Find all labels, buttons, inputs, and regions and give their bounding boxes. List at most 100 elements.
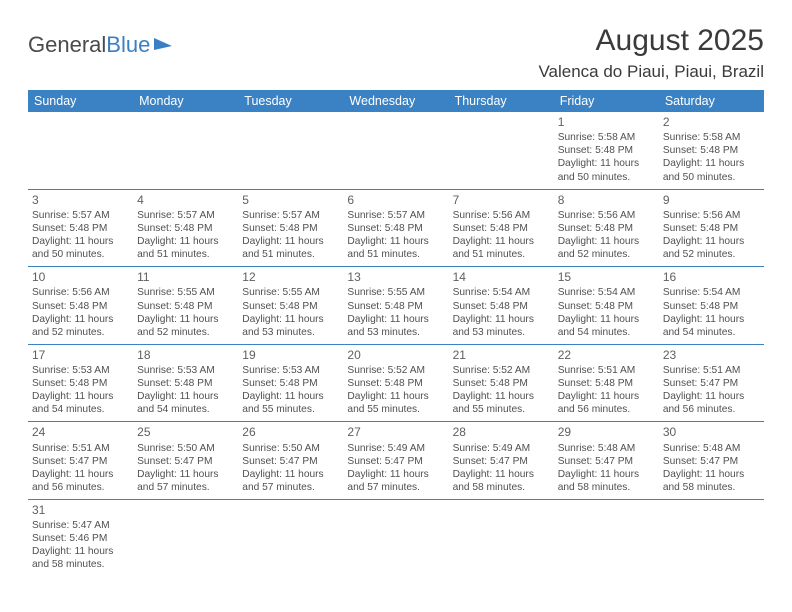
daylight-line: Daylight: 11 hours and 53 minutes. — [453, 313, 550, 339]
sunrise-line: Sunrise: 5:49 AM — [347, 442, 444, 455]
daylight-line: Daylight: 11 hours and 54 minutes. — [663, 313, 760, 339]
calendar-cell — [449, 499, 554, 576]
logo: GeneralBlue — [28, 32, 176, 58]
day-number: 11 — [137, 270, 234, 285]
day-number: 2 — [663, 115, 760, 130]
sunrise-line: Sunrise: 5:54 AM — [558, 286, 655, 299]
day-number: 17 — [32, 348, 129, 363]
day-number: 14 — [453, 270, 550, 285]
calendar-cell: 11Sunrise: 5:55 AMSunset: 5:48 PMDayligh… — [133, 267, 238, 345]
sunrise-line: Sunrise: 5:57 AM — [32, 209, 129, 222]
daylight-line: Daylight: 11 hours and 57 minutes. — [137, 468, 234, 494]
sunrise-line: Sunrise: 5:49 AM — [453, 442, 550, 455]
day-number: 16 — [663, 270, 760, 285]
daylight-line: Daylight: 11 hours and 55 minutes. — [242, 390, 339, 416]
sunrise-line: Sunrise: 5:47 AM — [32, 519, 129, 532]
sunrise-line: Sunrise: 5:56 AM — [32, 286, 129, 299]
sunrise-line: Sunrise: 5:56 AM — [453, 209, 550, 222]
daylight-line: Daylight: 11 hours and 51 minutes. — [137, 235, 234, 261]
calendar-cell — [343, 112, 448, 189]
sunset-line: Sunset: 5:48 PM — [32, 222, 129, 235]
calendar-cell: 21Sunrise: 5:52 AMSunset: 5:48 PMDayligh… — [449, 344, 554, 422]
sunset-line: Sunset: 5:47 PM — [242, 455, 339, 468]
sunset-line: Sunset: 5:48 PM — [347, 222, 444, 235]
location: Valenca do Piaui, Piaui, Brazil — [538, 62, 764, 82]
day-number: 22 — [558, 348, 655, 363]
day-header: Saturday — [659, 90, 764, 112]
daylight-line: Daylight: 11 hours and 58 minutes. — [558, 468, 655, 494]
sunset-line: Sunset: 5:48 PM — [453, 300, 550, 313]
sunset-line: Sunset: 5:48 PM — [453, 377, 550, 390]
sunrise-line: Sunrise: 5:56 AM — [663, 209, 760, 222]
daylight-line: Daylight: 11 hours and 58 minutes. — [32, 545, 129, 571]
calendar-cell: 3Sunrise: 5:57 AMSunset: 5:48 PMDaylight… — [28, 189, 133, 267]
daylight-line: Daylight: 11 hours and 54 minutes. — [558, 313, 655, 339]
sunrise-line: Sunrise: 5:53 AM — [137, 364, 234, 377]
sunrise-line: Sunrise: 5:52 AM — [347, 364, 444, 377]
sunset-line: Sunset: 5:48 PM — [558, 377, 655, 390]
calendar-header-row: SundayMondayTuesdayWednesdayThursdayFrid… — [28, 90, 764, 112]
calendar-cell — [133, 112, 238, 189]
sunrise-line: Sunrise: 5:57 AM — [242, 209, 339, 222]
sunrise-line: Sunrise: 5:52 AM — [453, 364, 550, 377]
day-number: 9 — [663, 193, 760, 208]
calendar-cell — [238, 112, 343, 189]
calendar-cell — [28, 112, 133, 189]
logo-text-2: Blue — [106, 32, 150, 58]
calendar-cell: 23Sunrise: 5:51 AMSunset: 5:47 PMDayligh… — [659, 344, 764, 422]
sunset-line: Sunset: 5:48 PM — [558, 300, 655, 313]
calendar-table: SundayMondayTuesdayWednesdayThursdayFrid… — [28, 90, 764, 576]
sunrise-line: Sunrise: 5:48 AM — [558, 442, 655, 455]
daylight-line: Daylight: 11 hours and 52 minutes. — [32, 313, 129, 339]
calendar-cell: 12Sunrise: 5:55 AMSunset: 5:48 PMDayligh… — [238, 267, 343, 345]
sunset-line: Sunset: 5:46 PM — [32, 532, 129, 545]
calendar-cell: 10Sunrise: 5:56 AMSunset: 5:48 PMDayligh… — [28, 267, 133, 345]
day-number: 13 — [347, 270, 444, 285]
daylight-line: Daylight: 11 hours and 50 minutes. — [663, 157, 760, 183]
day-number: 21 — [453, 348, 550, 363]
calendar-cell: 26Sunrise: 5:50 AMSunset: 5:47 PMDayligh… — [238, 422, 343, 500]
sunset-line: Sunset: 5:47 PM — [137, 455, 234, 468]
sunrise-line: Sunrise: 5:53 AM — [242, 364, 339, 377]
sunrise-line: Sunrise: 5:57 AM — [347, 209, 444, 222]
daylight-line: Daylight: 11 hours and 54 minutes. — [137, 390, 234, 416]
calendar-cell: 20Sunrise: 5:52 AMSunset: 5:48 PMDayligh… — [343, 344, 448, 422]
calendar-cell: 24Sunrise: 5:51 AMSunset: 5:47 PMDayligh… — [28, 422, 133, 500]
calendar-cell: 8Sunrise: 5:56 AMSunset: 5:48 PMDaylight… — [554, 189, 659, 267]
calendar-cell: 7Sunrise: 5:56 AMSunset: 5:48 PMDaylight… — [449, 189, 554, 267]
daylight-line: Daylight: 11 hours and 53 minutes. — [347, 313, 444, 339]
calendar-cell: 18Sunrise: 5:53 AMSunset: 5:48 PMDayligh… — [133, 344, 238, 422]
sunset-line: Sunset: 5:48 PM — [453, 222, 550, 235]
day-header: Thursday — [449, 90, 554, 112]
daylight-line: Daylight: 11 hours and 50 minutes. — [558, 157, 655, 183]
day-number: 12 — [242, 270, 339, 285]
sunset-line: Sunset: 5:47 PM — [558, 455, 655, 468]
day-number: 7 — [453, 193, 550, 208]
sunset-line: Sunset: 5:48 PM — [242, 377, 339, 390]
sunset-line: Sunset: 5:48 PM — [137, 377, 234, 390]
day-number: 5 — [242, 193, 339, 208]
sunrise-line: Sunrise: 5:58 AM — [663, 131, 760, 144]
day-header: Monday — [133, 90, 238, 112]
day-number: 4 — [137, 193, 234, 208]
day-number: 15 — [558, 270, 655, 285]
calendar-cell — [449, 112, 554, 189]
daylight-line: Daylight: 11 hours and 51 minutes. — [453, 235, 550, 261]
calendar-cell: 1Sunrise: 5:58 AMSunset: 5:48 PMDaylight… — [554, 112, 659, 189]
daylight-line: Daylight: 11 hours and 57 minutes. — [347, 468, 444, 494]
sunset-line: Sunset: 5:48 PM — [663, 144, 760, 157]
daylight-line: Daylight: 11 hours and 56 minutes. — [558, 390, 655, 416]
calendar-cell: 25Sunrise: 5:50 AMSunset: 5:47 PMDayligh… — [133, 422, 238, 500]
calendar-cell — [554, 499, 659, 576]
sunrise-line: Sunrise: 5:48 AM — [663, 442, 760, 455]
sunrise-line: Sunrise: 5:51 AM — [32, 442, 129, 455]
calendar-cell: 5Sunrise: 5:57 AMSunset: 5:48 PMDaylight… — [238, 189, 343, 267]
calendar-cell: 28Sunrise: 5:49 AMSunset: 5:47 PMDayligh… — [449, 422, 554, 500]
sunrise-line: Sunrise: 5:54 AM — [453, 286, 550, 299]
sunset-line: Sunset: 5:47 PM — [663, 455, 760, 468]
calendar-page: GeneralBlue August 2025 Valenca do Piaui… — [0, 0, 792, 600]
sunset-line: Sunset: 5:48 PM — [663, 300, 760, 313]
calendar-cell: 2Sunrise: 5:58 AMSunset: 5:48 PMDaylight… — [659, 112, 764, 189]
daylight-line: Daylight: 11 hours and 54 minutes. — [32, 390, 129, 416]
daylight-line: Daylight: 11 hours and 55 minutes. — [453, 390, 550, 416]
